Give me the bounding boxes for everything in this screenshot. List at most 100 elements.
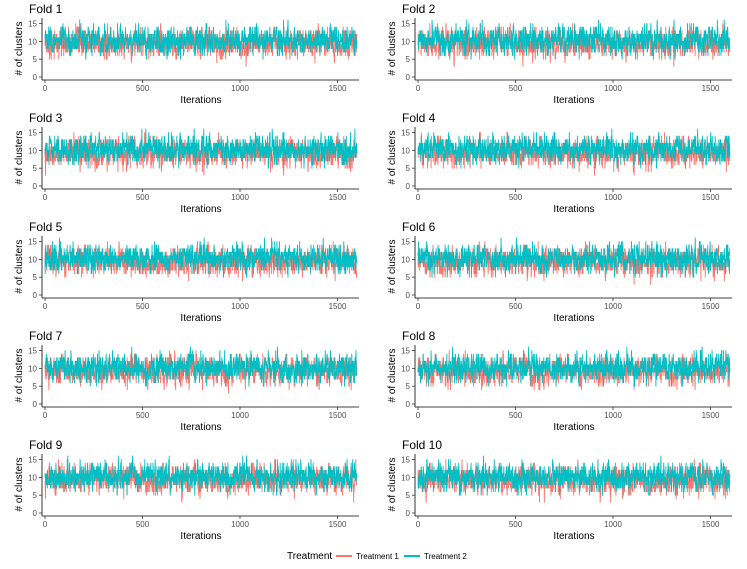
legend-label-treatment-2: Treatment 2 xyxy=(424,552,467,561)
series-line-fold-4-treatment-2 xyxy=(417,128,731,169)
x-tick-label-fold-6-1500: 1500 xyxy=(702,302,720,311)
y-tick-label-fold-4-5: 5 xyxy=(406,164,411,173)
y-tick-label-fold-3-10: 10 xyxy=(28,146,37,155)
x-tick-label-fold-5-1500: 1500 xyxy=(329,302,347,311)
x-axis-label-fold-1: Iterations xyxy=(180,95,221,106)
x-tick-label-fold-3-1000: 1000 xyxy=(231,193,249,202)
y-axis-label-fold-6: # of clusters xyxy=(387,240,398,294)
panel-title-fold-2: Fold 2 xyxy=(402,2,436,16)
panel-title-fold-9: Fold 9 xyxy=(29,438,63,452)
y-tick-label-fold-8-10: 10 xyxy=(401,364,410,373)
y-tick-label-fold-8-0: 0 xyxy=(406,400,411,409)
y-axis-label-fold-2: # of clusters xyxy=(387,22,398,76)
x-axis-label-fold-4: Iterations xyxy=(553,204,594,215)
x-axis-label-fold-3: Iterations xyxy=(180,204,221,215)
y-tick-label-fold-1-10: 10 xyxy=(28,37,37,46)
y-tick-label-fold-9-10: 10 xyxy=(28,473,37,482)
y-tick-label-fold-6-15: 15 xyxy=(401,238,410,247)
y-tick-label-fold-1-15: 15 xyxy=(28,20,37,29)
x-tick-label-fold-6-1000: 1000 xyxy=(604,302,622,311)
panel-fold-10: Fold 10 0 5 10 15 0 500 1000 1500 Iterations # of … xyxy=(387,438,732,542)
y-tick-label-fold-3-5: 5 xyxy=(33,164,38,173)
y-tick-label-fold-7-5: 5 xyxy=(33,382,38,391)
x-axis-label-fold-5: Iterations xyxy=(180,313,221,324)
y-axis-label-fold-8: # of clusters xyxy=(387,349,398,403)
panel-title-fold-3: Fold 3 xyxy=(29,111,63,125)
x-tick-label-fold-10-1000: 1000 xyxy=(604,520,622,529)
y-axis-label-fold-10: # of clusters xyxy=(387,458,398,512)
panel-fold-9: Fold 9 0 5 10 15 0 500 1000 1500 Iterations # of c… xyxy=(14,438,359,542)
y-tick-label-fold-5-10: 10 xyxy=(28,255,37,264)
panel-fold-5: Fold 5 0 5 10 15 0 500 1000 1500 Iterations # of c… xyxy=(14,220,359,324)
x-tick-label-fold-4-500: 500 xyxy=(509,193,523,202)
y-tick-label-fold-5-5: 5 xyxy=(33,273,38,282)
x-axis-label-fold-9: Iterations xyxy=(180,531,221,542)
y-tick-label-fold-4-0: 0 xyxy=(406,182,411,191)
y-tick-label-fold-10-15: 15 xyxy=(401,456,410,465)
x-tick-label-fold-2-1500: 1500 xyxy=(702,84,720,93)
series-line-fold-10-treatment-2 xyxy=(417,455,731,496)
y-tick-label-fold-2-15: 15 xyxy=(401,20,410,29)
x-axis-label-fold-10: Iterations xyxy=(553,531,594,542)
y-tick-label-fold-8-5: 5 xyxy=(406,382,411,391)
x-tick-label-fold-6-0: 0 xyxy=(416,302,421,311)
panel-fold-3: Fold 3 0 5 10 15 0 500 1000 1500 Iterations # of c… xyxy=(14,111,359,215)
legend-title: Treatment xyxy=(287,551,332,562)
x-tick-label-fold-10-0: 0 xyxy=(416,520,421,529)
y-axis-label-fold-9: # of clusters xyxy=(14,458,25,512)
x-tick-label-fold-8-1000: 1000 xyxy=(604,411,622,420)
panel-title-fold-7: Fold 7 xyxy=(29,329,63,343)
x-tick-label-fold-4-1500: 1500 xyxy=(702,193,720,202)
panel-title-fold-1: Fold 1 xyxy=(29,2,63,16)
series-line-fold-7-treatment-2 xyxy=(44,346,358,387)
x-tick-label-fold-7-1500: 1500 xyxy=(329,411,347,420)
x-tick-label-fold-4-0: 0 xyxy=(416,193,421,202)
y-tick-label-fold-9-15: 15 xyxy=(28,456,37,465)
x-tick-label-fold-10-1500: 1500 xyxy=(702,520,720,529)
legend: Treatment Treatment 1 Treatment 2 xyxy=(287,551,467,562)
x-tick-label-fold-2-500: 500 xyxy=(509,84,523,93)
x-axis-label-fold-2: Iterations xyxy=(553,95,594,106)
x-tick-label-fold-1-500: 500 xyxy=(136,84,150,93)
panel-title-fold-5: Fold 5 xyxy=(29,220,63,234)
y-tick-label-fold-1-5: 5 xyxy=(33,55,38,64)
series-line-fold-3-treatment-2 xyxy=(44,128,358,169)
x-tick-label-fold-2-0: 0 xyxy=(416,84,421,93)
x-tick-label-fold-1-1000: 1000 xyxy=(231,84,249,93)
y-tick-label-fold-4-15: 15 xyxy=(401,129,410,138)
x-tick-label-fold-5-0: 0 xyxy=(43,302,48,311)
x-tick-label-fold-4-1000: 1000 xyxy=(604,193,622,202)
x-tick-label-fold-7-0: 0 xyxy=(43,411,48,420)
x-tick-label-fold-9-1000: 1000 xyxy=(231,520,249,529)
x-tick-label-fold-9-1500: 1500 xyxy=(329,520,347,529)
y-tick-label-fold-4-10: 10 xyxy=(401,146,410,155)
y-tick-label-fold-8-15: 15 xyxy=(401,347,410,356)
x-tick-label-fold-7-500: 500 xyxy=(136,411,150,420)
y-tick-label-fold-10-5: 5 xyxy=(406,491,411,500)
y-tick-label-fold-5-15: 15 xyxy=(28,238,37,247)
panel-title-fold-8: Fold 8 xyxy=(402,329,436,343)
x-axis-label-fold-7: Iterations xyxy=(180,422,221,433)
series-line-fold-1-treatment-2 xyxy=(44,19,358,60)
panel-fold-4: Fold 4 0 5 10 15 0 500 1000 1500 Iterations # of c… xyxy=(387,111,732,215)
series-line-fold-8-treatment-2 xyxy=(417,346,731,387)
x-tick-label-fold-3-0: 0 xyxy=(43,193,48,202)
x-tick-label-fold-10-500: 500 xyxy=(509,520,523,529)
x-tick-label-fold-8-1500: 1500 xyxy=(702,411,720,420)
x-tick-label-fold-3-1500: 1500 xyxy=(329,193,347,202)
y-tick-label-fold-3-15: 15 xyxy=(28,129,37,138)
y-tick-label-fold-6-0: 0 xyxy=(406,291,411,300)
y-tick-label-fold-6-10: 10 xyxy=(401,255,410,264)
legend-label-treatment-1: Treatment 1 xyxy=(356,552,399,561)
y-axis-label-fold-1: # of clusters xyxy=(14,22,25,76)
x-tick-label-fold-3-500: 500 xyxy=(136,193,150,202)
x-tick-label-fold-6-500: 500 xyxy=(509,302,523,311)
panel-fold-6: Fold 6 0 5 10 15 0 500 1000 1500 Iterations # of c… xyxy=(387,220,732,324)
panel-title-fold-10: Fold 10 xyxy=(402,438,442,452)
y-axis-label-fold-7: # of clusters xyxy=(14,349,25,403)
x-tick-label-fold-5-1000: 1000 xyxy=(231,302,249,311)
y-tick-label-fold-3-0: 0 xyxy=(33,182,38,191)
y-axis-label-fold-4: # of clusters xyxy=(387,131,398,185)
panel-title-fold-4: Fold 4 xyxy=(402,111,436,125)
